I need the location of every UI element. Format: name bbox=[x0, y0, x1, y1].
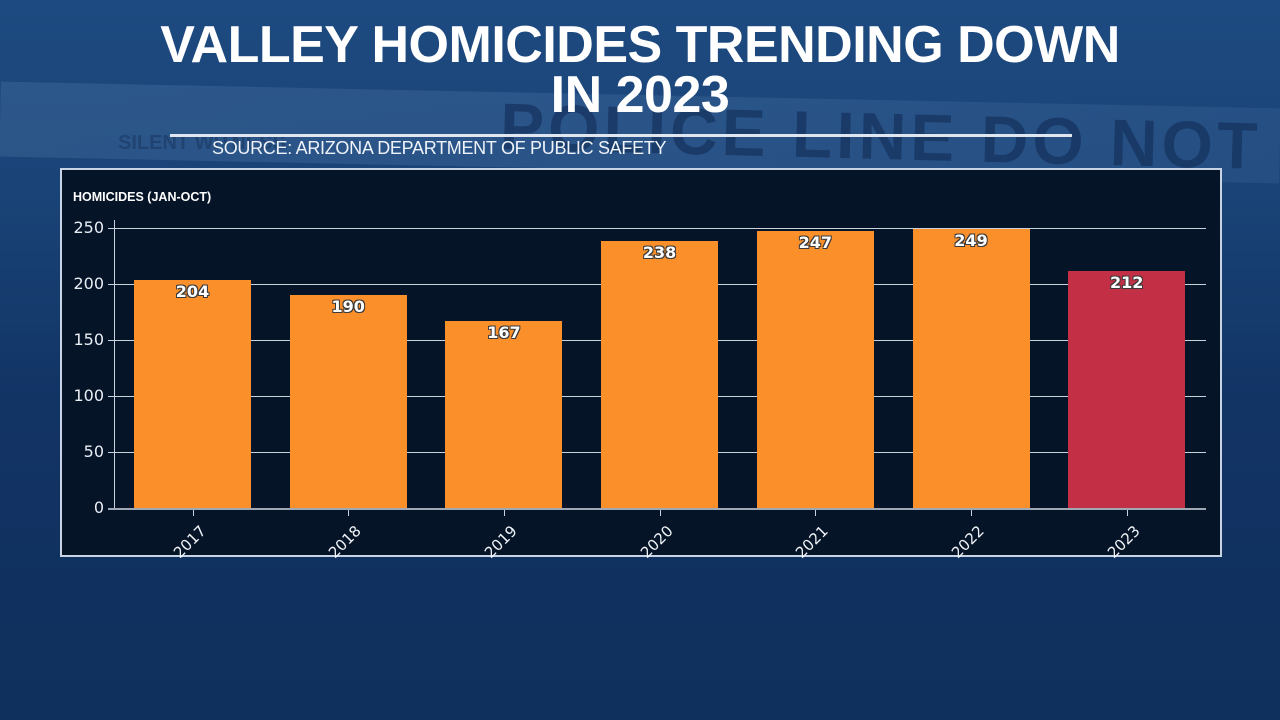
headline-line-1: VALLEY HOMICIDES TRENDING DOWN bbox=[160, 16, 1120, 74]
x-tick-label: 2017 bbox=[169, 522, 210, 562]
bar-value-label: 212 bbox=[1109, 272, 1144, 292]
bar-value-label: 204 bbox=[175, 281, 210, 301]
x-tick bbox=[503, 510, 505, 516]
bar-value-label: 190 bbox=[331, 297, 365, 317]
bar-value-label: 249 bbox=[954, 231, 988, 251]
x-tick-label: 2021 bbox=[792, 522, 833, 562]
bar-2022: 249 bbox=[912, 229, 1030, 508]
source-caption: SOURCE: ARIZONA DEPARTMENT OF PUBLIC SAF… bbox=[212, 138, 667, 158]
background-tape-small-text: SILENT WITNESS bbox=[118, 132, 286, 154]
y-tick-label: 50 bbox=[83, 442, 104, 461]
x-tick bbox=[815, 510, 817, 516]
headline-line-2: IN 2023 bbox=[550, 66, 730, 124]
bar-2017: 204 bbox=[134, 279, 251, 508]
gridline bbox=[108, 228, 1206, 229]
bar-value-label: 167 bbox=[487, 322, 521, 342]
headline: VALLEY HOMICIDES TRENDING DOWN IN 2023 bbox=[0, 16, 1280, 124]
y-tick-label: 100 bbox=[73, 386, 104, 405]
y-axis-line bbox=[114, 220, 115, 510]
bar-2019: 167 bbox=[445, 320, 563, 508]
x-tick-label: 2023 bbox=[1103, 522, 1144, 562]
title-divider bbox=[170, 134, 1072, 137]
x-tick bbox=[348, 510, 350, 516]
x-tick-label: 2018 bbox=[325, 522, 365, 562]
x-tick bbox=[659, 510, 661, 516]
x-tick-label: 2020 bbox=[636, 522, 677, 562]
bar-2020: 238 bbox=[601, 241, 719, 508]
x-tick bbox=[192, 510, 194, 516]
x-axis-line bbox=[108, 508, 1206, 510]
bar-2021: 247 bbox=[756, 231, 874, 508]
bar-2023: 212 bbox=[1068, 270, 1186, 508]
y-tick-label: 0 bbox=[93, 498, 104, 517]
bar-value-label: 247 bbox=[798, 233, 832, 253]
x-tick-label: 2019 bbox=[480, 522, 521, 562]
bar-value-label: 238 bbox=[642, 243, 677, 263]
y-tick-label: 200 bbox=[73, 274, 104, 293]
bar-2018: 190 bbox=[289, 295, 407, 508]
y-tick-label: 250 bbox=[73, 218, 104, 237]
y-tick-label: 150 bbox=[73, 330, 104, 349]
x-tick bbox=[1126, 510, 1128, 516]
y-axis-title: HOMICIDES (JAN-OCT) bbox=[73, 190, 212, 204]
chart-panel: HOMICIDES (JAN-OCT) 0 50 100 150 200 250 204 20… bbox=[60, 168, 1222, 562]
x-tick-label: 2022 bbox=[947, 522, 988, 562]
x-tick bbox=[971, 510, 972, 516]
